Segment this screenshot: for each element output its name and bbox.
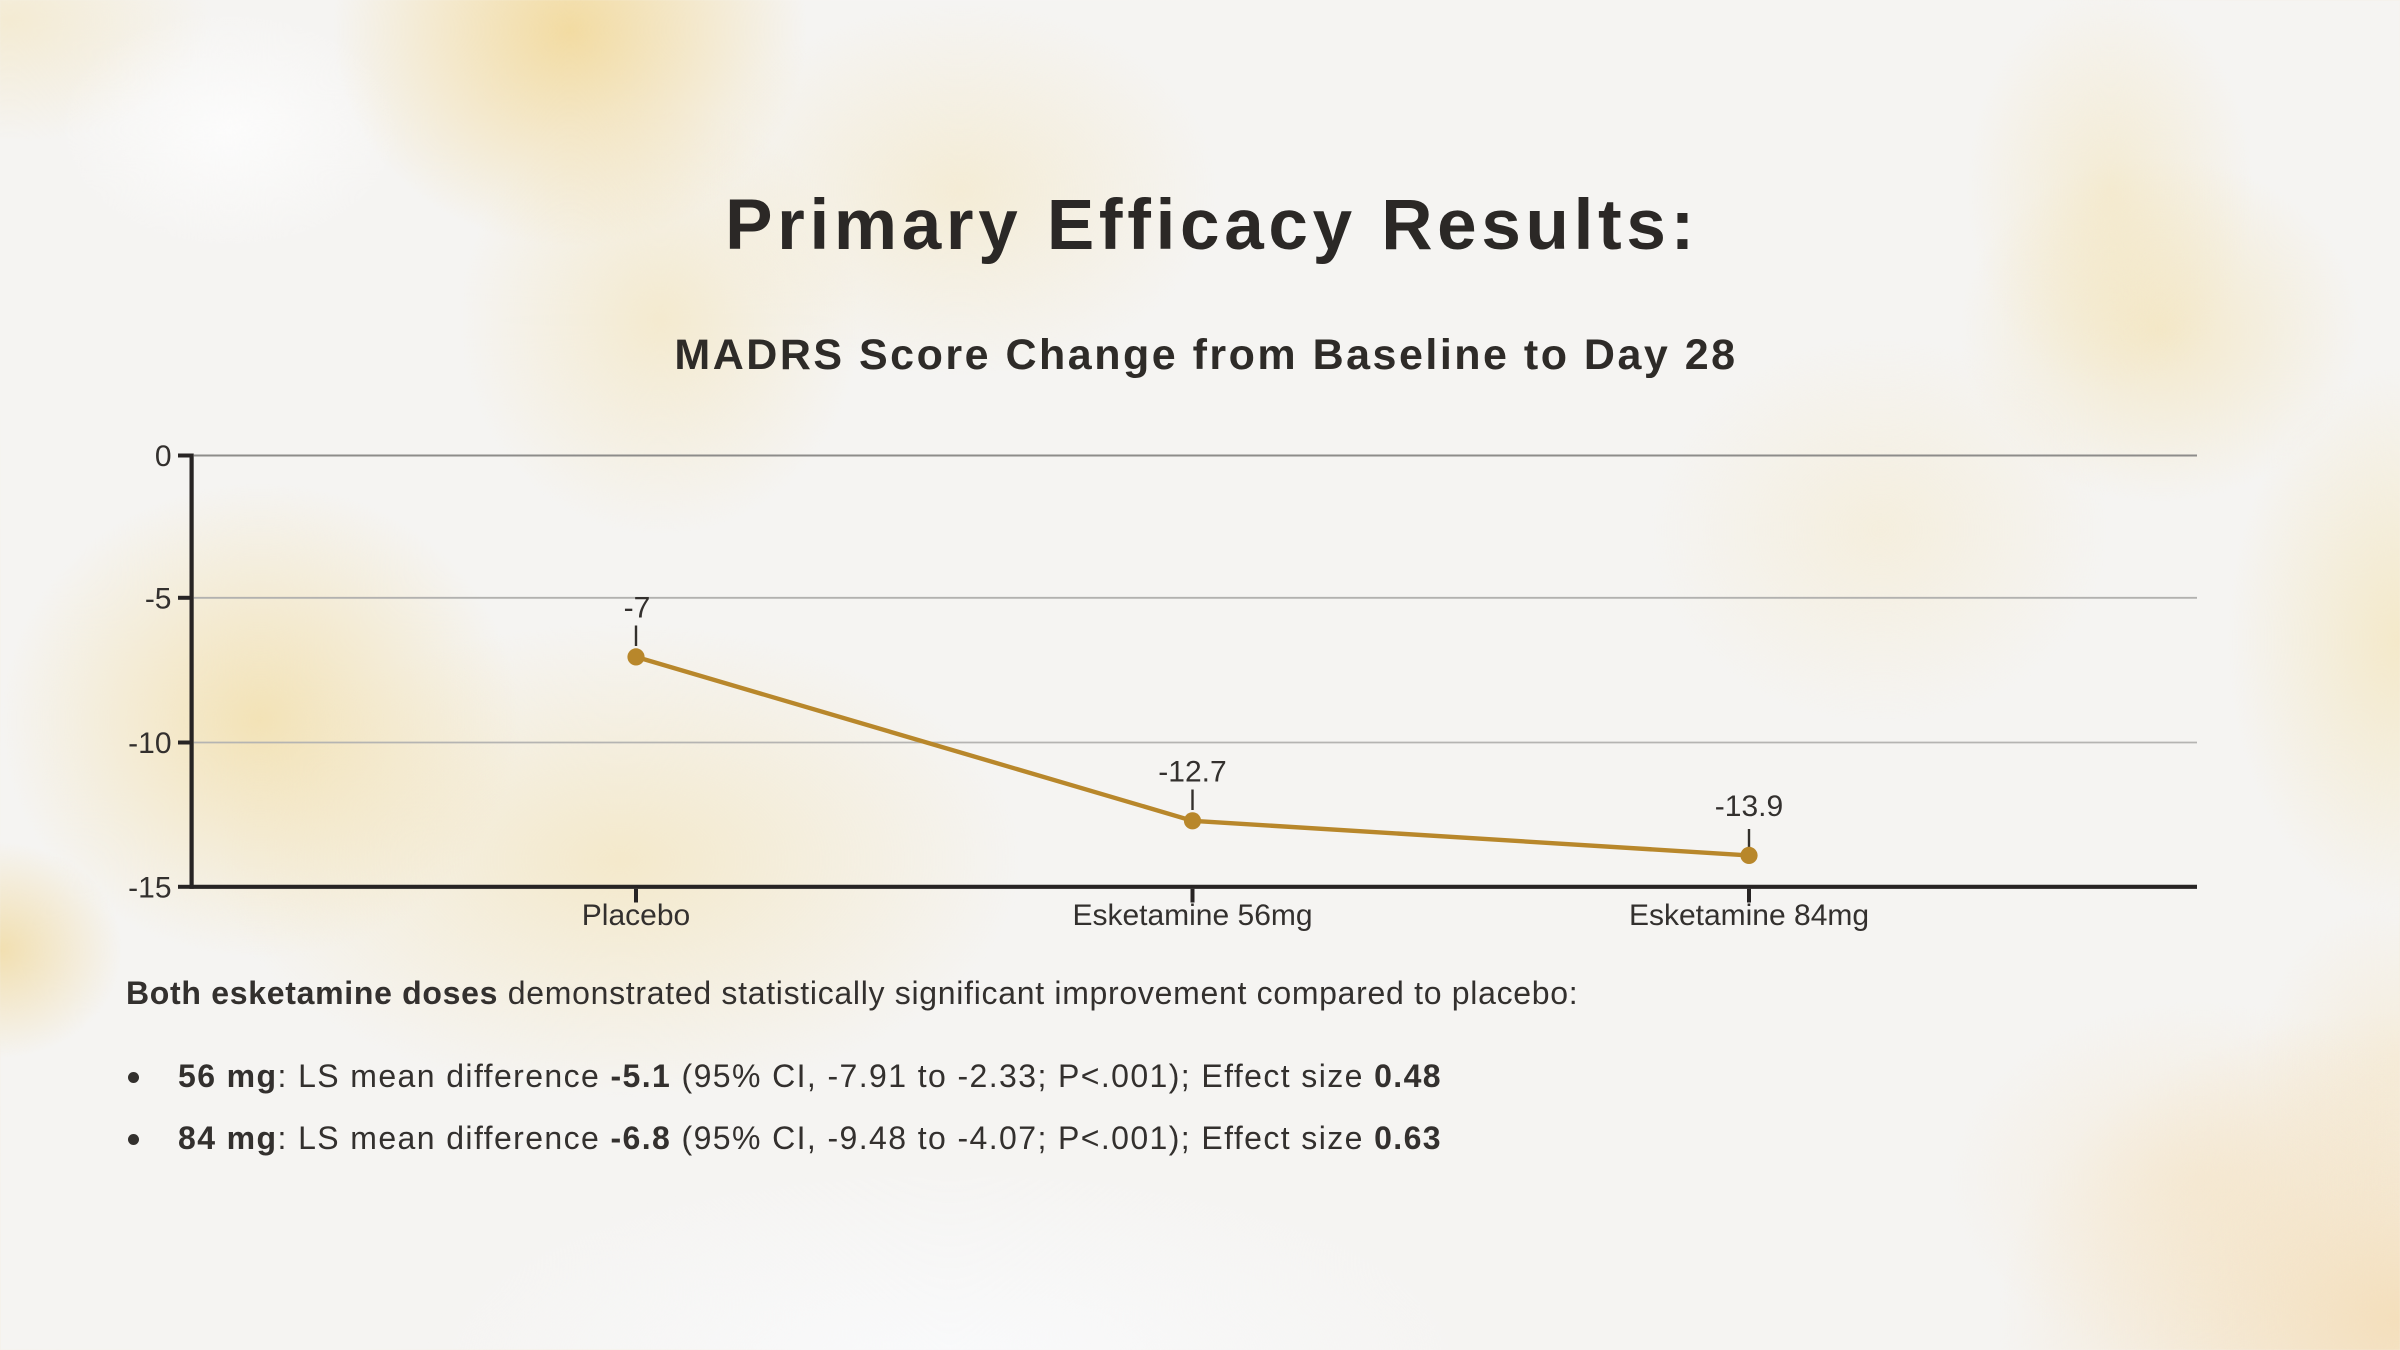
- svg-text:0: 0: [155, 440, 172, 473]
- svg-text:-12.7: -12.7: [1158, 755, 1226, 788]
- svg-text:-15: -15: [128, 871, 171, 904]
- svg-text:-10: -10: [128, 727, 171, 760]
- svg-text:Esketamine 56mg: Esketamine 56mg: [1072, 899, 1312, 932]
- svg-text:Placebo: Placebo: [582, 899, 690, 932]
- svg-text:-13.9: -13.9: [1715, 790, 1783, 823]
- svg-text:-5: -5: [145, 582, 172, 615]
- svg-text:-7: -7: [624, 591, 651, 624]
- svg-text:Esketamine 84mg: Esketamine 84mg: [1629, 899, 1869, 932]
